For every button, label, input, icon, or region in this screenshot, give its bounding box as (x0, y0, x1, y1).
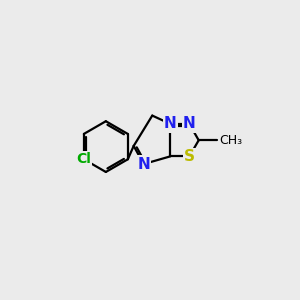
Text: N: N (137, 157, 150, 172)
Text: N: N (183, 116, 196, 131)
Text: Cl: Cl (76, 152, 91, 166)
Text: CH₃: CH₃ (220, 134, 243, 147)
Text: N: N (164, 116, 177, 131)
Text: S: S (184, 149, 195, 164)
